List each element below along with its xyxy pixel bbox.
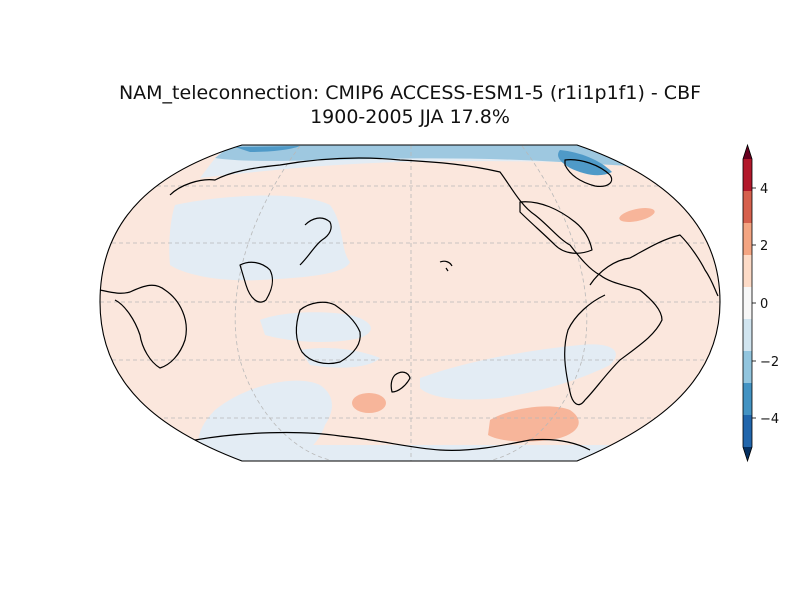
tasman-positive-region [352, 393, 386, 413]
gridline-lon-120e [234, 145, 331, 461]
antarctic-weak-negative-band [180, 445, 660, 461]
colorbar-bin [743, 191, 752, 224]
coastline-africa [99, 284, 187, 369]
coastline-new-zealand [390, 371, 411, 393]
colorbar-bin [743, 415, 752, 448]
indonesia-weak-negative-region [260, 312, 371, 342]
colorbar-bin [743, 255, 752, 288]
colorbar-tick-label: 2 [760, 239, 768, 254]
coastline-northern-continents [169, 157, 663, 406]
coastline-india [239, 261, 274, 303]
arctic-strong-negative-west [235, 146, 300, 152]
greenland-strong-negative-region [558, 150, 612, 176]
field-background [100, 145, 720, 461]
coastline-antarctica [194, 431, 591, 451]
arctic-moderate-negative-region [215, 145, 630, 166]
colorbar-extend-min [743, 447, 752, 461]
map-title-line2: 1900-2005 JJA 17.8% [310, 106, 510, 128]
anomaly-field [100, 145, 720, 461]
colorbar-bin [743, 383, 752, 416]
coastline-north-atlantic [589, 234, 719, 297]
globe-outline [99, 144, 721, 462]
coastline-greenland [564, 159, 613, 187]
colorbar-bin [743, 319, 752, 352]
coastline-australia [295, 301, 361, 365]
colorbar-tick-label: −2 [760, 355, 779, 370]
colorbar-outline [742, 143, 753, 463]
coastline-north-america-west [519, 201, 593, 254]
coastline-hawaii [439, 260, 453, 272]
colorbar-bins [742, 143, 753, 463]
colorbar-ticks: 4 2 0 −2 −4 [752, 182, 779, 427]
colorbar-bin [743, 159, 752, 192]
colorbar-tick-label: −4 [760, 412, 779, 427]
eurasia-weak-negative-region [169, 195, 350, 281]
colorbar: 4 2 0 −2 −4 [742, 143, 779, 463]
colorbar-bin [743, 351, 752, 384]
coastline-east-asia [299, 217, 332, 266]
map-title-line1: NAM_teleconnection: CMIP6 ACCESS-ESM1-5 … [118, 82, 702, 104]
colorbar-tick-label: 0 [760, 297, 768, 312]
coastlines [99, 157, 719, 451]
atlantic-positive-region [619, 208, 655, 222]
colorbar-tick-label: 4 [760, 182, 768, 197]
colorbar-extend-max [743, 145, 752, 159]
colorbar-bin [743, 223, 752, 256]
colorbar-bin [743, 287, 752, 320]
south-pacific-weak-negative-region [420, 344, 616, 400]
amundsen-positive-region [488, 406, 579, 442]
